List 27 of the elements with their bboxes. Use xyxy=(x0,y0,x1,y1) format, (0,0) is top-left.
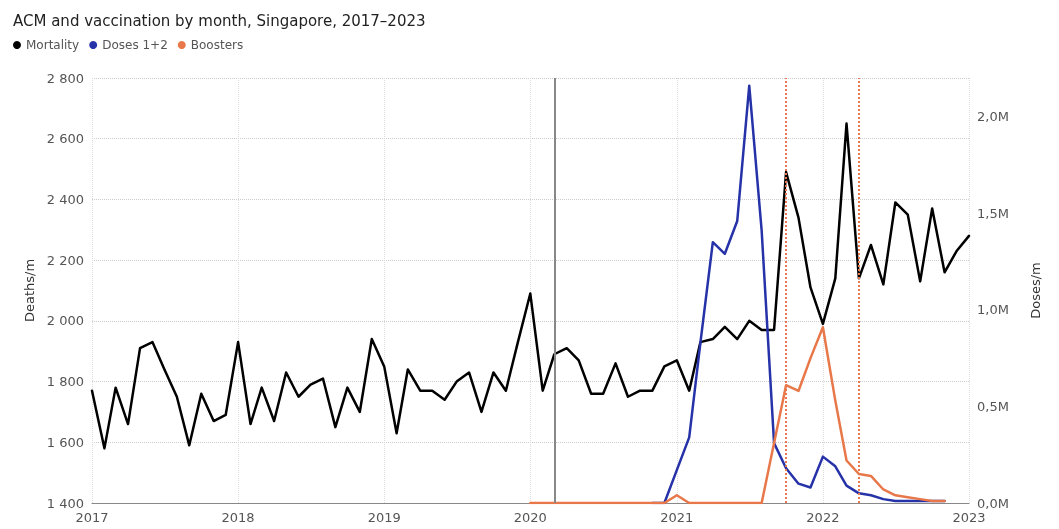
legend-label: Doses 1+2 xyxy=(102,38,168,52)
y-tick-label: 1 800 xyxy=(46,374,84,390)
y-tick-label: 1 400 xyxy=(46,495,84,511)
y-tick-label: 1 600 xyxy=(46,434,84,450)
y-tick-label: 2 800 xyxy=(46,70,84,86)
y-tick-label: 2 000 xyxy=(46,313,84,329)
y2-tick-label: 1,0M xyxy=(977,302,1009,318)
legend-label: Boosters xyxy=(190,38,244,52)
x-tick-label: 2020 xyxy=(513,510,547,525)
chart-title: ACM and vaccination by month, Singapore, 2017–2023 xyxy=(13,11,426,30)
line-series xyxy=(90,122,971,450)
y2-tick-label: 2,0M xyxy=(977,109,1009,125)
x-tick-label: 2023 xyxy=(952,510,986,525)
y-tick-label: 2 400 xyxy=(46,191,84,207)
x-tick-label: 2019 xyxy=(367,510,401,525)
y2-tick-label: 0,5M xyxy=(977,398,1009,414)
x-tick-label: 2017 xyxy=(75,510,109,525)
x-tick-label: 2022 xyxy=(806,510,840,525)
y-tick-label: 2 200 xyxy=(46,252,84,268)
x-tick-label: 2021 xyxy=(660,510,694,525)
y2-tick-label: 0,0M xyxy=(977,495,1009,511)
y-axis-title: Deaths/m xyxy=(21,258,37,323)
y2-tick-label: 1,5M xyxy=(977,205,1009,221)
legend-label: Mortality xyxy=(26,38,80,52)
x-tick-label: 2018 xyxy=(221,510,255,525)
y2-axis-title: Doses/m xyxy=(1028,262,1043,319)
y-tick-label: 2 600 xyxy=(46,131,84,147)
